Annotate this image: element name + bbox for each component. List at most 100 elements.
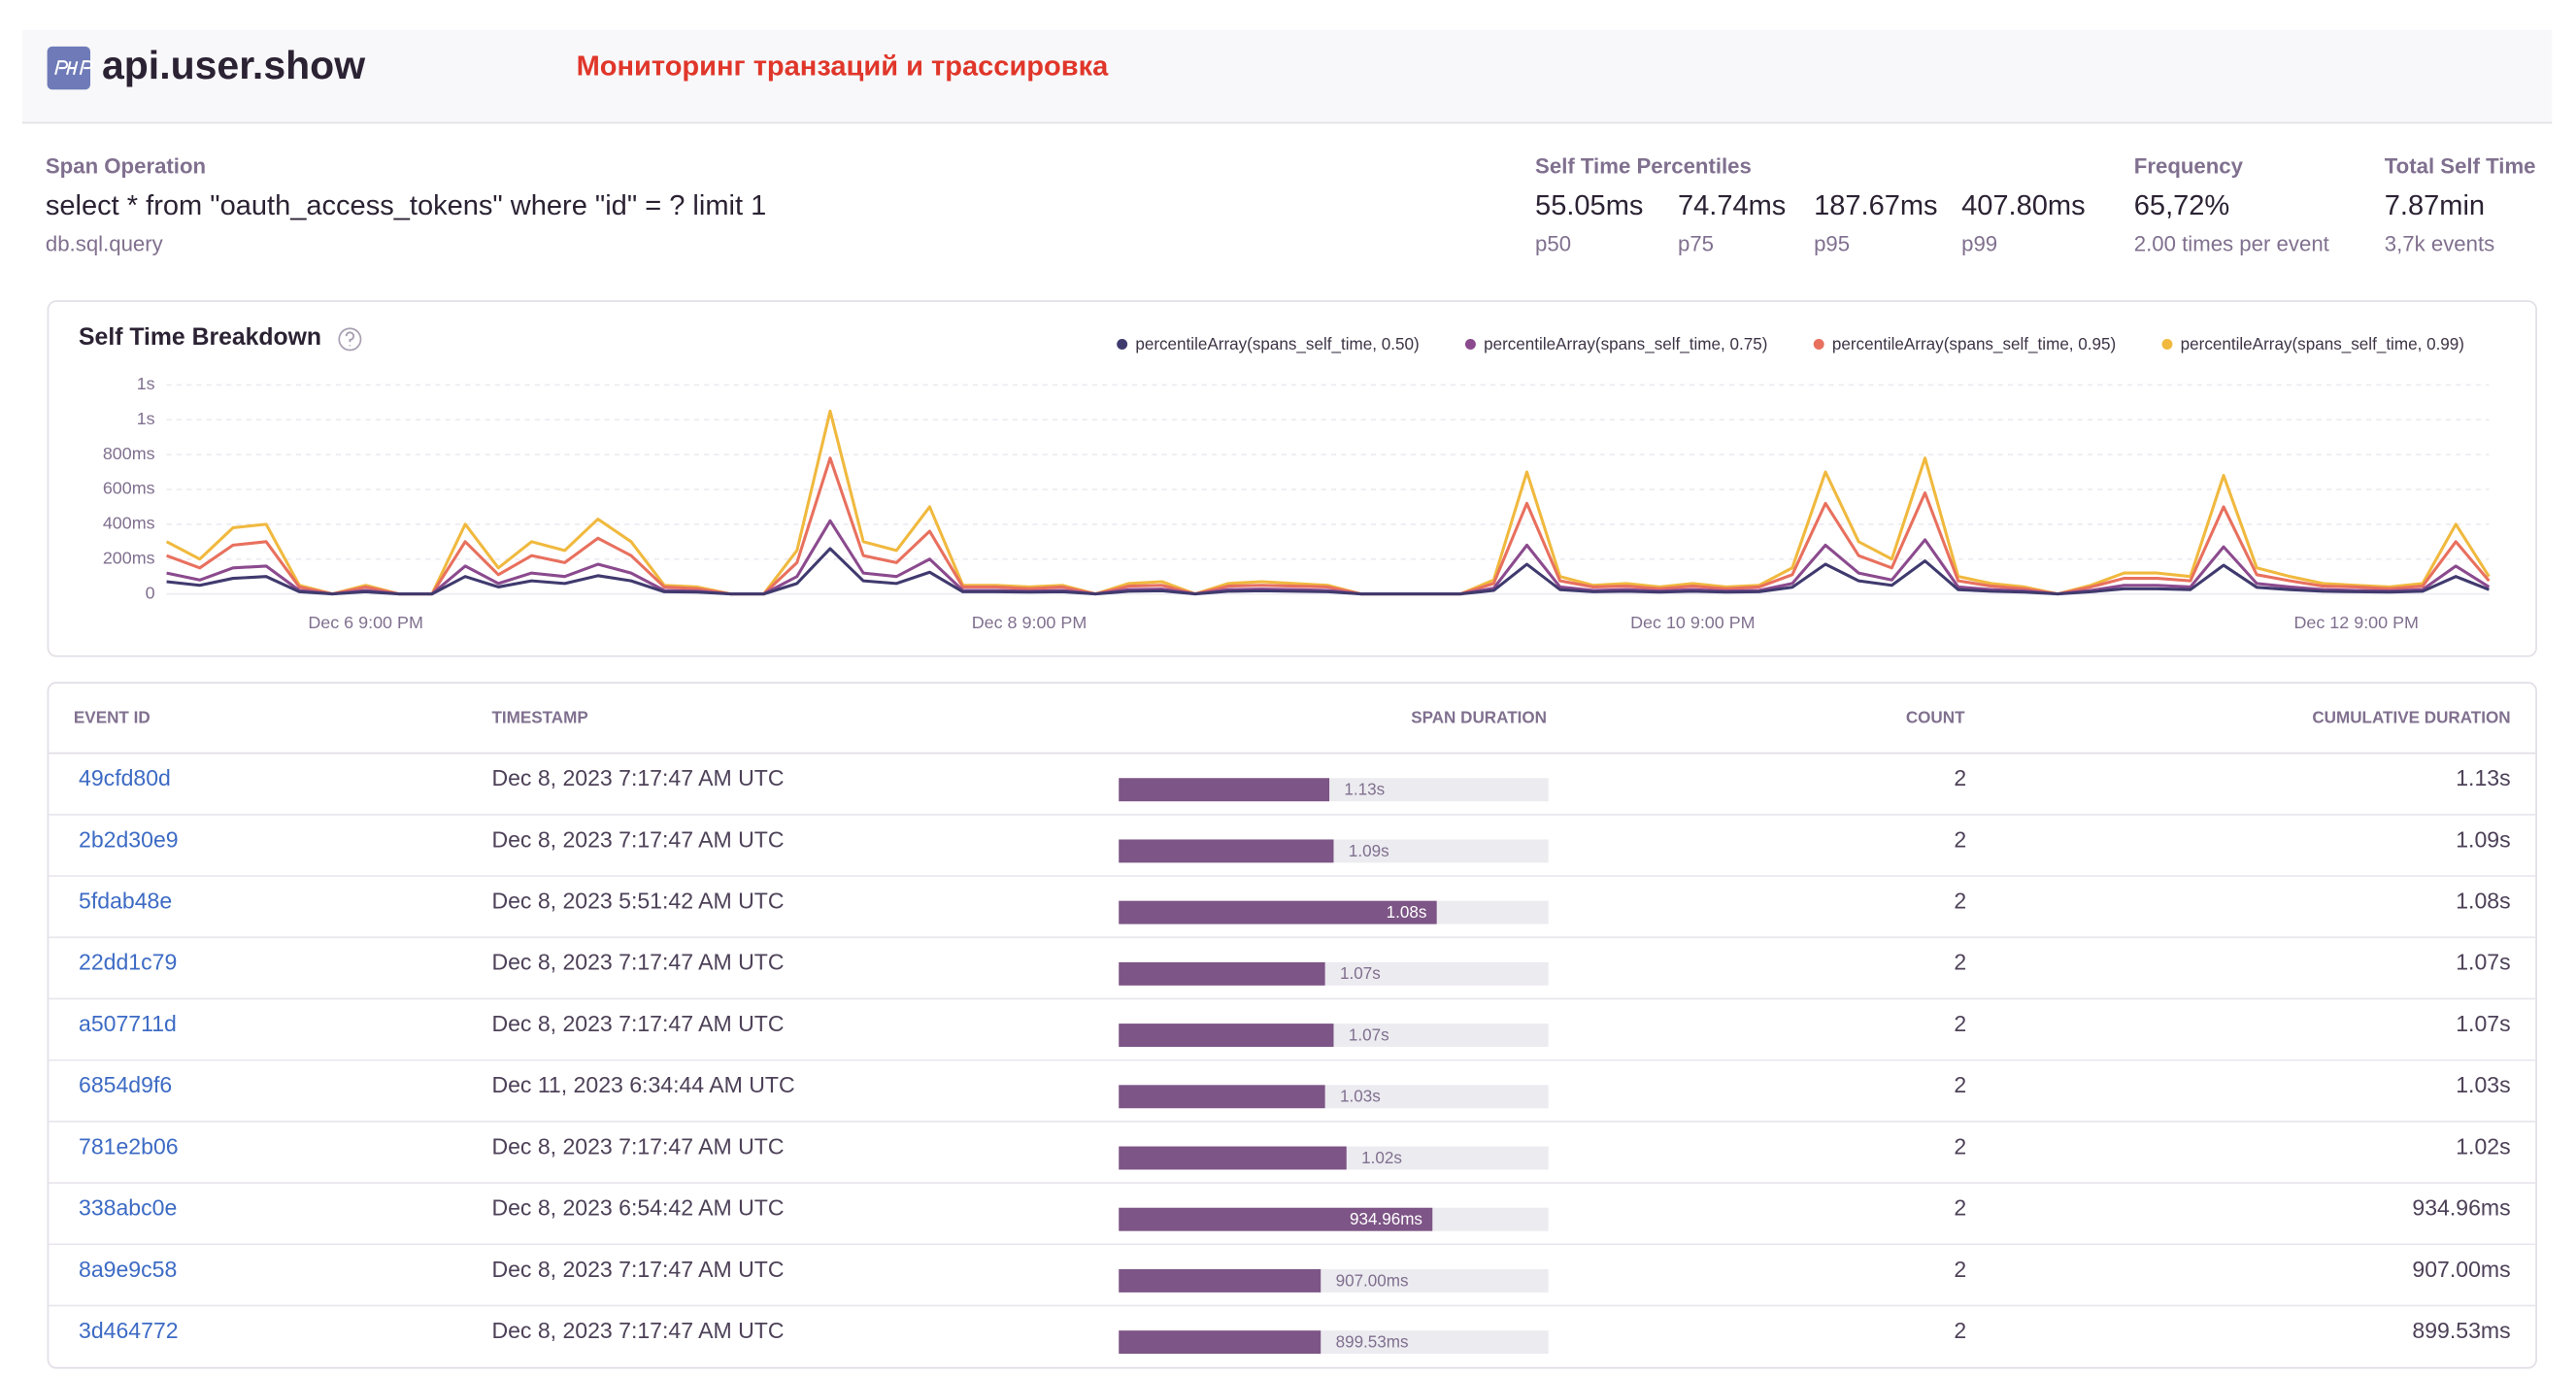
- count: 2: [1954, 1133, 1966, 1159]
- duration-bar: [1119, 778, 1330, 802]
- series-line: [165, 409, 2491, 596]
- cumulative-duration: 1.02s: [2456, 1133, 2510, 1159]
- event-id-link[interactable]: 338abc0e: [79, 1195, 177, 1221]
- series-line: [166, 456, 2491, 596]
- y-tick-label: 800ms: [103, 444, 155, 463]
- legend-label: percentileArray(spans_self_time, 0.75): [1484, 335, 1767, 353]
- timestamp: Dec 8, 2023 7:17:47 AM UTC: [491, 765, 784, 790]
- stat-value: 7.87min: [2385, 190, 2485, 221]
- section-label: Span Operation: [46, 153, 206, 178]
- stat-detail: p75: [1678, 232, 1714, 256]
- timestamp: Dec 8, 2023 7:17:47 AM UTC: [491, 1257, 784, 1282]
- duration-label: 1.07s: [1349, 1025, 1389, 1044]
- duration-bar: [1119, 1085, 1325, 1109]
- column-header: CUMULATIVE DURATION: [2312, 708, 2510, 726]
- series-line: [166, 547, 2490, 596]
- legend-label: percentileArray(spans_self_time, 0.95): [1832, 335, 2116, 353]
- event-id-link[interactable]: 6854d9f6: [79, 1072, 172, 1097]
- timestamp: Dec 8, 2023 7:17:47 AM UTC: [491, 1011, 784, 1036]
- event-id-link[interactable]: 8a9e9c58: [79, 1257, 177, 1282]
- cumulative-duration: 1.03s: [2456, 1072, 2510, 1097]
- timestamp: Dec 8, 2023 7:17:47 AM UTC: [491, 1318, 784, 1343]
- duration-bar: [1119, 839, 1334, 863]
- count: 2: [1954, 1011, 1966, 1036]
- cumulative-duration: 1.07s: [2456, 950, 2510, 975]
- stat-detail: 2.00 times per event: [2134, 232, 2329, 256]
- help-glyph: [345, 331, 355, 347]
- count: 2: [1954, 826, 1966, 852]
- event-id-link[interactable]: 781e2b06: [79, 1133, 179, 1159]
- help-icon[interactable]: [338, 327, 362, 352]
- duration-label: 1.08s: [1387, 903, 1427, 922]
- legend-swatch: [2161, 339, 2173, 350]
- cumulative-duration: 907.00ms: [2412, 1257, 2510, 1282]
- stat-value: 407.80ms: [1961, 190, 2085, 221]
- event-id-link[interactable]: 2b2d30e9: [79, 826, 179, 852]
- y-tick-label: 600ms: [103, 479, 155, 498]
- timestamp: Dec 8, 2023 7:17:47 AM UTC: [491, 950, 784, 975]
- stat-value: 65,72%: [2134, 190, 2229, 221]
- count: 2: [1954, 1195, 1966, 1221]
- cumulative-duration: 1.09s: [2456, 826, 2510, 852]
- annotation: Мониторинг транзаций и трассировка: [577, 51, 1110, 83]
- timestamp: Dec 8, 2023 6:54:42 AM UTC: [491, 1195, 784, 1221]
- duration-label: 1.13s: [1344, 781, 1385, 799]
- timestamp: Dec 11, 2023 6:34:44 AM UTC: [491, 1072, 794, 1097]
- column-header: COUNT: [1906, 708, 1965, 726]
- event-id-link[interactable]: 22dd1c79: [79, 950, 177, 975]
- stat-value: 187.67ms: [1814, 190, 1938, 221]
- timestamp: Dec 8, 2023 7:17:47 AM UTC: [491, 826, 784, 852]
- y-tick-label: 200ms: [103, 548, 155, 567]
- stat-value: 55.05ms: [1535, 190, 1643, 221]
- y-tick-label: 400ms: [103, 514, 155, 533]
- span-op: db.sql.query: [46, 232, 164, 256]
- event-id-link[interactable]: 49cfd80d: [79, 765, 171, 790]
- duration-bar: [1119, 1024, 1334, 1048]
- page-title: api.user.show: [102, 43, 365, 87]
- stat-detail: p99: [1961, 232, 1997, 256]
- count: 2: [1954, 765, 1966, 790]
- stat-detail: 3,7k events: [2385, 232, 2494, 256]
- timestamp: Dec 8, 2023 7:17:47 AM UTC: [491, 1133, 784, 1159]
- duration-label: 1.02s: [1361, 1149, 1402, 1167]
- duration-label: 1.03s: [1340, 1088, 1381, 1106]
- duration-label: 907.00ms: [1336, 1271, 1409, 1290]
- duration-bar: [1119, 961, 1325, 986]
- event-id-link[interactable]: 3d464772: [79, 1318, 179, 1343]
- duration-bar: [1119, 1207, 1433, 1231]
- cumulative-duration: 899.53ms: [2412, 1318, 2510, 1343]
- cumulative-duration: 1.07s: [2456, 1011, 2510, 1036]
- count: 2: [1954, 1257, 1966, 1282]
- chart-panel: [47, 300, 2537, 657]
- header-band: [21, 29, 2553, 123]
- y-tick-label: 1s: [137, 409, 155, 428]
- cumulative-duration: 1.13s: [2456, 765, 2510, 790]
- count: 2: [1954, 1072, 1966, 1097]
- section-label: Frequency: [2134, 153, 2244, 178]
- x-tick-label: Dec 8 9:00 PM: [972, 613, 1087, 632]
- x-tick-label: Dec 12 9:00 PM: [2293, 613, 2419, 632]
- x-tick-label: Dec 6 9:00 PM: [308, 613, 423, 632]
- duration-bar: [1119, 900, 1437, 924]
- count: 2: [1954, 888, 1966, 913]
- stat-detail: p50: [1535, 232, 1571, 256]
- event-id-link[interactable]: 5fdab48e: [79, 888, 172, 913]
- stat-value: 74.74ms: [1678, 190, 1786, 221]
- event-id-link[interactable]: a507711d: [79, 1011, 177, 1036]
- stat-detail: p95: [1814, 232, 1850, 256]
- chart-title: Self Time Breakdown: [79, 324, 321, 351]
- duration-bar: [1119, 1146, 1347, 1170]
- timestamp: Dec 8, 2023 5:51:42 AM UTC: [491, 888, 784, 913]
- duration-bar: [1119, 1268, 1321, 1293]
- legend-swatch: [1813, 339, 1824, 350]
- duration-label: 1.07s: [1340, 964, 1381, 983]
- duration-label: 899.53ms: [1336, 1332, 1409, 1351]
- count: 2: [1954, 1318, 1966, 1343]
- duration-label: 1.09s: [1349, 842, 1389, 860]
- duration-label: 934.96ms: [1350, 1210, 1422, 1228]
- y-tick-label: 1s: [137, 374, 155, 393]
- column-header: SPAN DURATION: [1411, 708, 1547, 726]
- section-label: Self Time Percentiles: [1535, 153, 1752, 178]
